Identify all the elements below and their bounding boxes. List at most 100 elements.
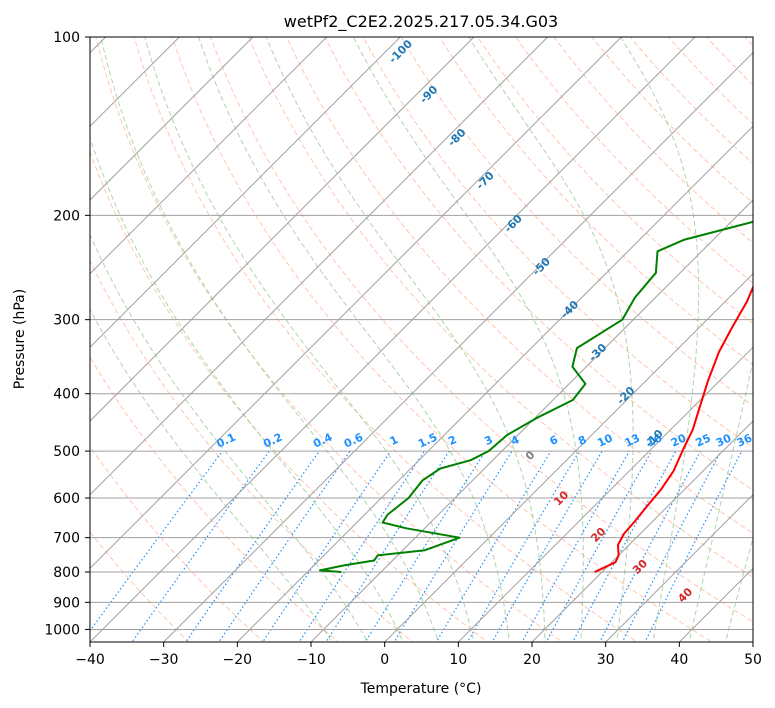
profile-series: [319, 220, 753, 573]
moist-adiabat: [90, 308, 333, 642]
mixing-ratio-label: 3: [482, 433, 494, 448]
x-tick-label: −30: [149, 652, 179, 668]
moist-adiabat: [90, 233, 369, 642]
isotherm: [90, 37, 328, 275]
adiabat-label: -10: [643, 427, 666, 450]
y-tick-label: 700: [53, 531, 80, 547]
moist-adiabat: [688, 358, 753, 642]
dry-adiabat: [324, 37, 753, 491]
adiabat-label: 10: [551, 488, 571, 508]
dry-adiabat: [362, 37, 753, 449]
adiabat-label: -80: [445, 126, 468, 149]
moist-adiabat: [725, 536, 753, 642]
isotherm: [90, 37, 696, 642]
isotherm: [0, 10, 59, 654]
mixing-ratio-label: 1.5: [416, 431, 439, 451]
dry-adiabat: [248, 37, 753, 578]
temperature-profile: [594, 284, 753, 573]
dry-adiabat: [629, 37, 753, 165]
mixing-ratio-label: 10: [595, 431, 615, 449]
adiabat-label: 0: [523, 448, 538, 463]
dewpoint-profile: [319, 220, 753, 573]
dry-adiabat: [400, 37, 753, 407]
isotherm: [752, 641, 753, 642]
mixing-ratio-label: 20: [669, 431, 689, 449]
y-tick-label: 1000: [44, 622, 80, 638]
x-tick-label: −40: [75, 652, 105, 668]
x-axis-title: Temperature (°C): [360, 681, 482, 697]
y-tick-label: 800: [53, 565, 80, 581]
isotherm: [383, 272, 753, 642]
moist-adiabat: [144, 37, 475, 642]
adiabat-label: -20: [614, 384, 637, 407]
mixing-ratio-line: [599, 450, 702, 642]
y-axis-title: Pressure (hPa): [12, 289, 28, 389]
isotherm: [310, 199, 753, 642]
y-tick-label: 200: [53, 208, 80, 224]
isotherm: [90, 37, 402, 349]
x-tick-label: 50: [744, 652, 762, 668]
adiabat-label: 20: [588, 525, 608, 545]
adiabat-label: -100: [386, 37, 415, 66]
mixing-ratio-line: [644, 450, 743, 642]
dry-adiabat: [171, 37, 713, 642]
dry-adiabat: [476, 37, 753, 325]
x-tick-label: 30: [597, 652, 615, 668]
mixing-ratio-label: 2: [446, 433, 458, 448]
dry-adiabat: [90, 356, 339, 642]
y-tick-label: 400: [53, 387, 80, 403]
dry-adiabat: [553, 37, 753, 244]
mixing-ratio-line: [185, 450, 320, 642]
dry-adiabat: [667, 37, 753, 125]
isotherm: [678, 567, 753, 642]
dry-adiabat: [95, 37, 564, 642]
isotherm: [531, 420, 753, 642]
mixing-ratio-line: [262, 450, 392, 642]
mixing-ratio-label: 36: [735, 431, 755, 449]
plot-frame: [89, 36, 754, 643]
dry-adiabat: [90, 150, 489, 642]
mixing-ratio-line: [466, 450, 580, 642]
adiabat-label: -90: [417, 83, 440, 106]
x-axis: −40 −30 −20 −10 0 10 20 30 40 50: [75, 642, 762, 668]
moist-adiabat: [620, 37, 700, 642]
x-tick-label: 10: [449, 652, 467, 668]
adiabat-label: -50: [530, 255, 553, 278]
moist-adiabat: [265, 37, 546, 642]
mixing-ratio-label: 30: [714, 431, 734, 449]
mixing-ratio-label: 0.1: [215, 431, 238, 451]
mixing-ratio-label: 13: [623, 431, 642, 449]
y-tick-label: 900: [53, 595, 80, 611]
isotherm: [90, 37, 475, 422]
x-tick-label: 0: [380, 652, 389, 668]
moist-adiabat: [198, 37, 510, 642]
mixing-ratio-line: [545, 450, 653, 642]
chart-title: wetPf2_C2E2.2025.217.05.34.G03: [284, 12, 558, 32]
mixing-ratio-line: [90, 450, 223, 632]
isotherm: [604, 493, 753, 642]
mixing-ratio-line: [325, 450, 450, 642]
isotherm: [162, 51, 753, 642]
y-tick-label: 300: [53, 313, 80, 329]
x-tick-label: 20: [523, 652, 541, 668]
y-tick-label: 100: [53, 30, 80, 46]
mixing-ratio-line: [491, 450, 603, 642]
mixing-ratio-label: 6: [548, 433, 561, 448]
adiabat-label: -30: [586, 341, 609, 364]
isotherm: [236, 125, 753, 642]
mixing-ratio-line: [621, 450, 722, 642]
adiabat-label: 30: [630, 557, 650, 577]
mixing-ratio-label: 0.6: [342, 430, 365, 450]
x-tick-label: −10: [296, 652, 326, 668]
mixing-ratio-label: 25: [693, 431, 712, 449]
mixing-ratio-label: 0.2: [261, 431, 284, 451]
dry-adiabat: [757, 11, 775, 654]
dry-adiabat: [133, 37, 638, 642]
x-tick-label: 40: [670, 652, 688, 668]
dry-adiabat: [286, 37, 753, 534]
dry-adiabat: [90, 445, 265, 642]
isotherm: [90, 37, 181, 128]
isotherm: [90, 37, 623, 570]
mixing-ratio-label: 16: [645, 431, 665, 449]
